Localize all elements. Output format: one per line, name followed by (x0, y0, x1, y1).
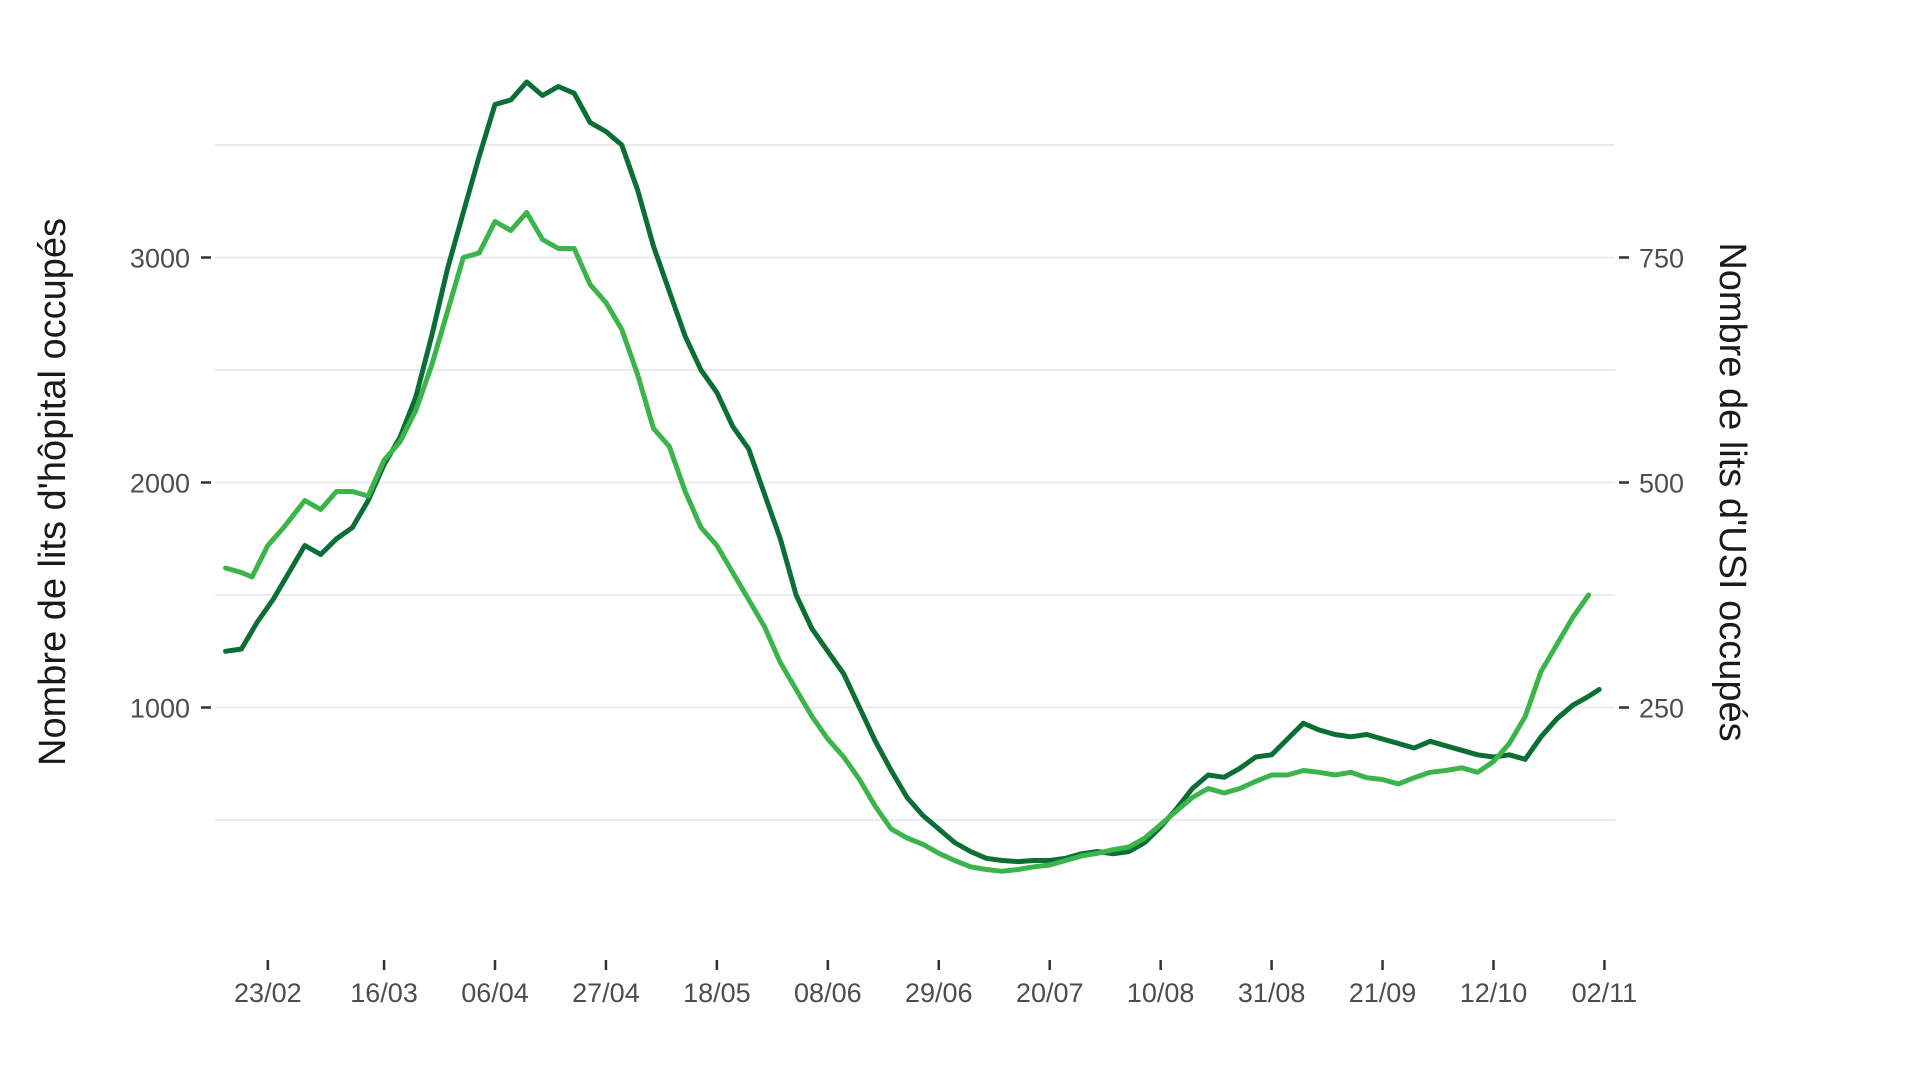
right-tick-label: 250 (1639, 694, 1684, 724)
left-tick-label: 2000 (130, 469, 190, 499)
left-tick-label: 3000 (130, 244, 190, 274)
series-layer (223, 79, 1602, 874)
x-tick-label: 27/04 (572, 978, 640, 1008)
x-tick-label: 06/04 (461, 978, 529, 1008)
right-axis-title: Nombre de lits d'USI occupés (1711, 242, 1753, 741)
left-tick-label: 1000 (130, 694, 190, 724)
icu-beds-line (223, 210, 1592, 874)
x-tick-label: 29/06 (905, 978, 973, 1008)
x-tick-label: 08/06 (794, 978, 862, 1008)
right-tick-label: 750 (1639, 244, 1684, 274)
x-tick-label: 20/07 (1016, 978, 1084, 1008)
left-axis-title: Nombre de lits d'hôpital occupés (32, 218, 74, 766)
x-tick-label: 18/05 (683, 978, 751, 1008)
x-tick-label: 31/08 (1238, 978, 1306, 1008)
x-tick-label: 23/02 (234, 978, 302, 1008)
x-tick-label: 21/09 (1349, 978, 1417, 1008)
x-tick-label: 02/11 (1572, 978, 1638, 1008)
hospital-beds-line (223, 79, 1602, 865)
right-tick-label: 500 (1639, 469, 1684, 499)
x-tick-label: 10/08 (1127, 978, 1195, 1008)
right-y-axis: 250 500 750 (1619, 244, 1684, 724)
x-axis: 23/02 16/03 06/04 27/04 18/05 08/06 29/06 20/07… (234, 960, 1637, 1008)
x-tick-label: 12/10 (1460, 978, 1528, 1008)
left-y-axis: 1000 2000 3000 (130, 244, 211, 724)
grid-lines (215, 144, 1615, 821)
x-tick-label: 16/03 (350, 978, 418, 1008)
